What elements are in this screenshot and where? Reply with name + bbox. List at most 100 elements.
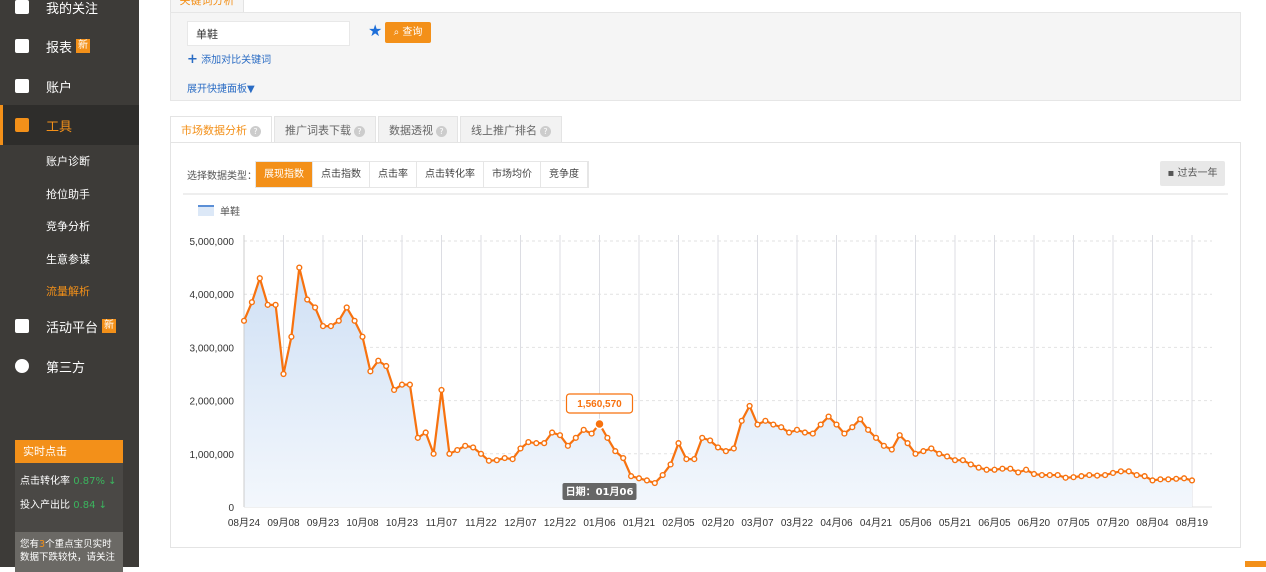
- tab-data-pivot[interactable]: 数据透视?: [378, 116, 458, 143]
- data-point: [319, 323, 327, 330]
- type-competition[interactable]: 竞争度: [541, 162, 588, 187]
- data-point: [414, 434, 421, 441]
- data-point: [809, 430, 816, 437]
- keyword-input[interactable]: [187, 21, 350, 46]
- data-point: [280, 370, 287, 378]
- data-point: [580, 426, 587, 433]
- data-point: [880, 442, 888, 449]
- divider: [183, 193, 1228, 195]
- query-button[interactable]: ⌕ 查询: [385, 22, 431, 43]
- type-avg-price[interactable]: 市场均价: [484, 162, 541, 187]
- analysis-tabs: 市场数据分析? 推广词表下载? 数据透视? 线上推广排名?: [170, 116, 564, 143]
- help-icon[interactable]: ?: [250, 126, 261, 137]
- feedback-button[interactable]: [1245, 561, 1266, 567]
- help-icon[interactable]: ?: [436, 126, 447, 137]
- tab-label: 线上推广排名: [471, 124, 537, 137]
- data-point: [691, 456, 698, 463]
- sub-rank-helper[interactable]: 抢位助手: [46, 188, 90, 201]
- x-tick-label: 09月08: [267, 517, 300, 529]
- nav-account[interactable]: 账户: [0, 66, 139, 106]
- nav-activity[interactable]: 活动平台新: [0, 306, 139, 346]
- nav-tools[interactable]: 工具: [0, 105, 139, 145]
- help-icon[interactable]: ?: [540, 126, 551, 137]
- chart-panel: 选择数据类型： 展现指数 点击指数 点击率 点击转化率 市场均价 竞争度 ▪ 过…: [170, 142, 1241, 548]
- data-point: [1094, 472, 1101, 479]
- range-button[interactable]: ▪ 过去一年: [1160, 161, 1225, 186]
- y-tick-label: 4,000,000: [190, 290, 235, 301]
- data-point: [999, 465, 1006, 472]
- tab-keyword-analysis[interactable]: 关键词分析: [170, 0, 244, 12]
- data-point: [1173, 475, 1180, 482]
- data-point: [793, 426, 801, 433]
- data-point: [959, 457, 967, 464]
- data-point: [304, 296, 311, 303]
- sub-competition[interactable]: 竞争分析: [46, 220, 90, 233]
- tab-label: 推广词表下载: [285, 124, 351, 137]
- type-clicks[interactable]: 点击指数: [313, 162, 370, 187]
- x-tick-label: 10月08: [346, 517, 379, 529]
- third-party-icon: [15, 359, 29, 373]
- data-point: [1157, 476, 1164, 483]
- arrow-down-icon: ↓: [98, 500, 108, 511]
- data-point: [588, 430, 595, 437]
- data-point: [1188, 477, 1196, 484]
- sub-business-advisor[interactable]: 生意参谋: [46, 253, 90, 266]
- type-cvr[interactable]: 点击转化率: [417, 162, 484, 187]
- data-point: [943, 453, 951, 460]
- x-tick-label: 01月21: [623, 517, 656, 529]
- data-point: [722, 448, 730, 455]
- widget-note[interactable]: 您有3个重点宝贝实时数据下跌较快，请关注: [15, 532, 123, 572]
- x-tick-label: 08月24: [228, 517, 261, 529]
- value-tooltip-box: [565, 393, 634, 414]
- nav-third-party[interactable]: 第三方: [0, 346, 139, 386]
- star-icon[interactable]: ★: [368, 21, 383, 40]
- data-point: [541, 440, 548, 447]
- x-tick-label: 11月22: [465, 517, 497, 529]
- note-text: 您有: [20, 539, 40, 550]
- metric-label: 投入产出比: [20, 500, 70, 511]
- gift-icon: [15, 319, 29, 333]
- data-point: [841, 430, 848, 437]
- conversion-rate: 点击转化率 0.87% ↓: [20, 472, 123, 487]
- data-point: [1007, 465, 1014, 472]
- data-point: [667, 461, 674, 468]
- tab-online-rank[interactable]: 线上推广排名?: [460, 116, 562, 143]
- x-tick-label: 02月20: [702, 517, 735, 529]
- data-point: [454, 446, 461, 454]
- x-tick-label: 05月06: [899, 517, 932, 529]
- data-point: [849, 424, 856, 431]
- tab-market-data[interactable]: 市场数据分析?: [170, 116, 272, 143]
- sub-traffic-analysis[interactable]: 流量解析: [46, 285, 90, 298]
- data-point: [312, 304, 319, 311]
- x-tick-label: 09月23: [307, 517, 340, 529]
- x-tick-label: 08月04: [1136, 517, 1169, 529]
- data-point: [628, 473, 635, 480]
- nav-my-follow[interactable]: 我的关注: [0, 0, 139, 27]
- data-point: [770, 421, 777, 428]
- data-point: [991, 466, 998, 473]
- legend-item[interactable]: 单鞋: [198, 203, 240, 218]
- type-ctr[interactable]: 点击率: [370, 162, 417, 187]
- data-point: [983, 466, 990, 473]
- legend-swatch: [198, 205, 214, 216]
- data-point: [920, 448, 927, 455]
- data-point: [556, 432, 564, 439]
- expand-quick-panel-link[interactable]: 展开快捷面板▼: [187, 84, 255, 95]
- data-point: [462, 442, 469, 449]
- add-compare-keyword-link[interactable]: + 添加对比关键词: [187, 51, 271, 67]
- x-tick-label: 04月06: [820, 517, 853, 529]
- x-tick-label: 10月23: [386, 517, 419, 529]
- data-point: [248, 299, 256, 306]
- data-point: [1054, 471, 1061, 479]
- data-point: [967, 461, 974, 468]
- nav-report[interactable]: 报表新: [0, 26, 139, 66]
- data-point: [1180, 475, 1188, 482]
- sub-account-diagnosis[interactable]: 账户诊断: [46, 155, 90, 168]
- help-icon[interactable]: ?: [354, 126, 365, 137]
- type-impressions[interactable]: 展现指数: [256, 162, 313, 187]
- tab-keyword-download[interactable]: 推广词表下载?: [274, 116, 376, 143]
- range-label: 过去一年: [1177, 168, 1218, 179]
- y-tick-label: 5,000,000: [190, 237, 235, 248]
- data-point: [296, 264, 303, 271]
- x-tick-label: 05月21: [939, 517, 972, 529]
